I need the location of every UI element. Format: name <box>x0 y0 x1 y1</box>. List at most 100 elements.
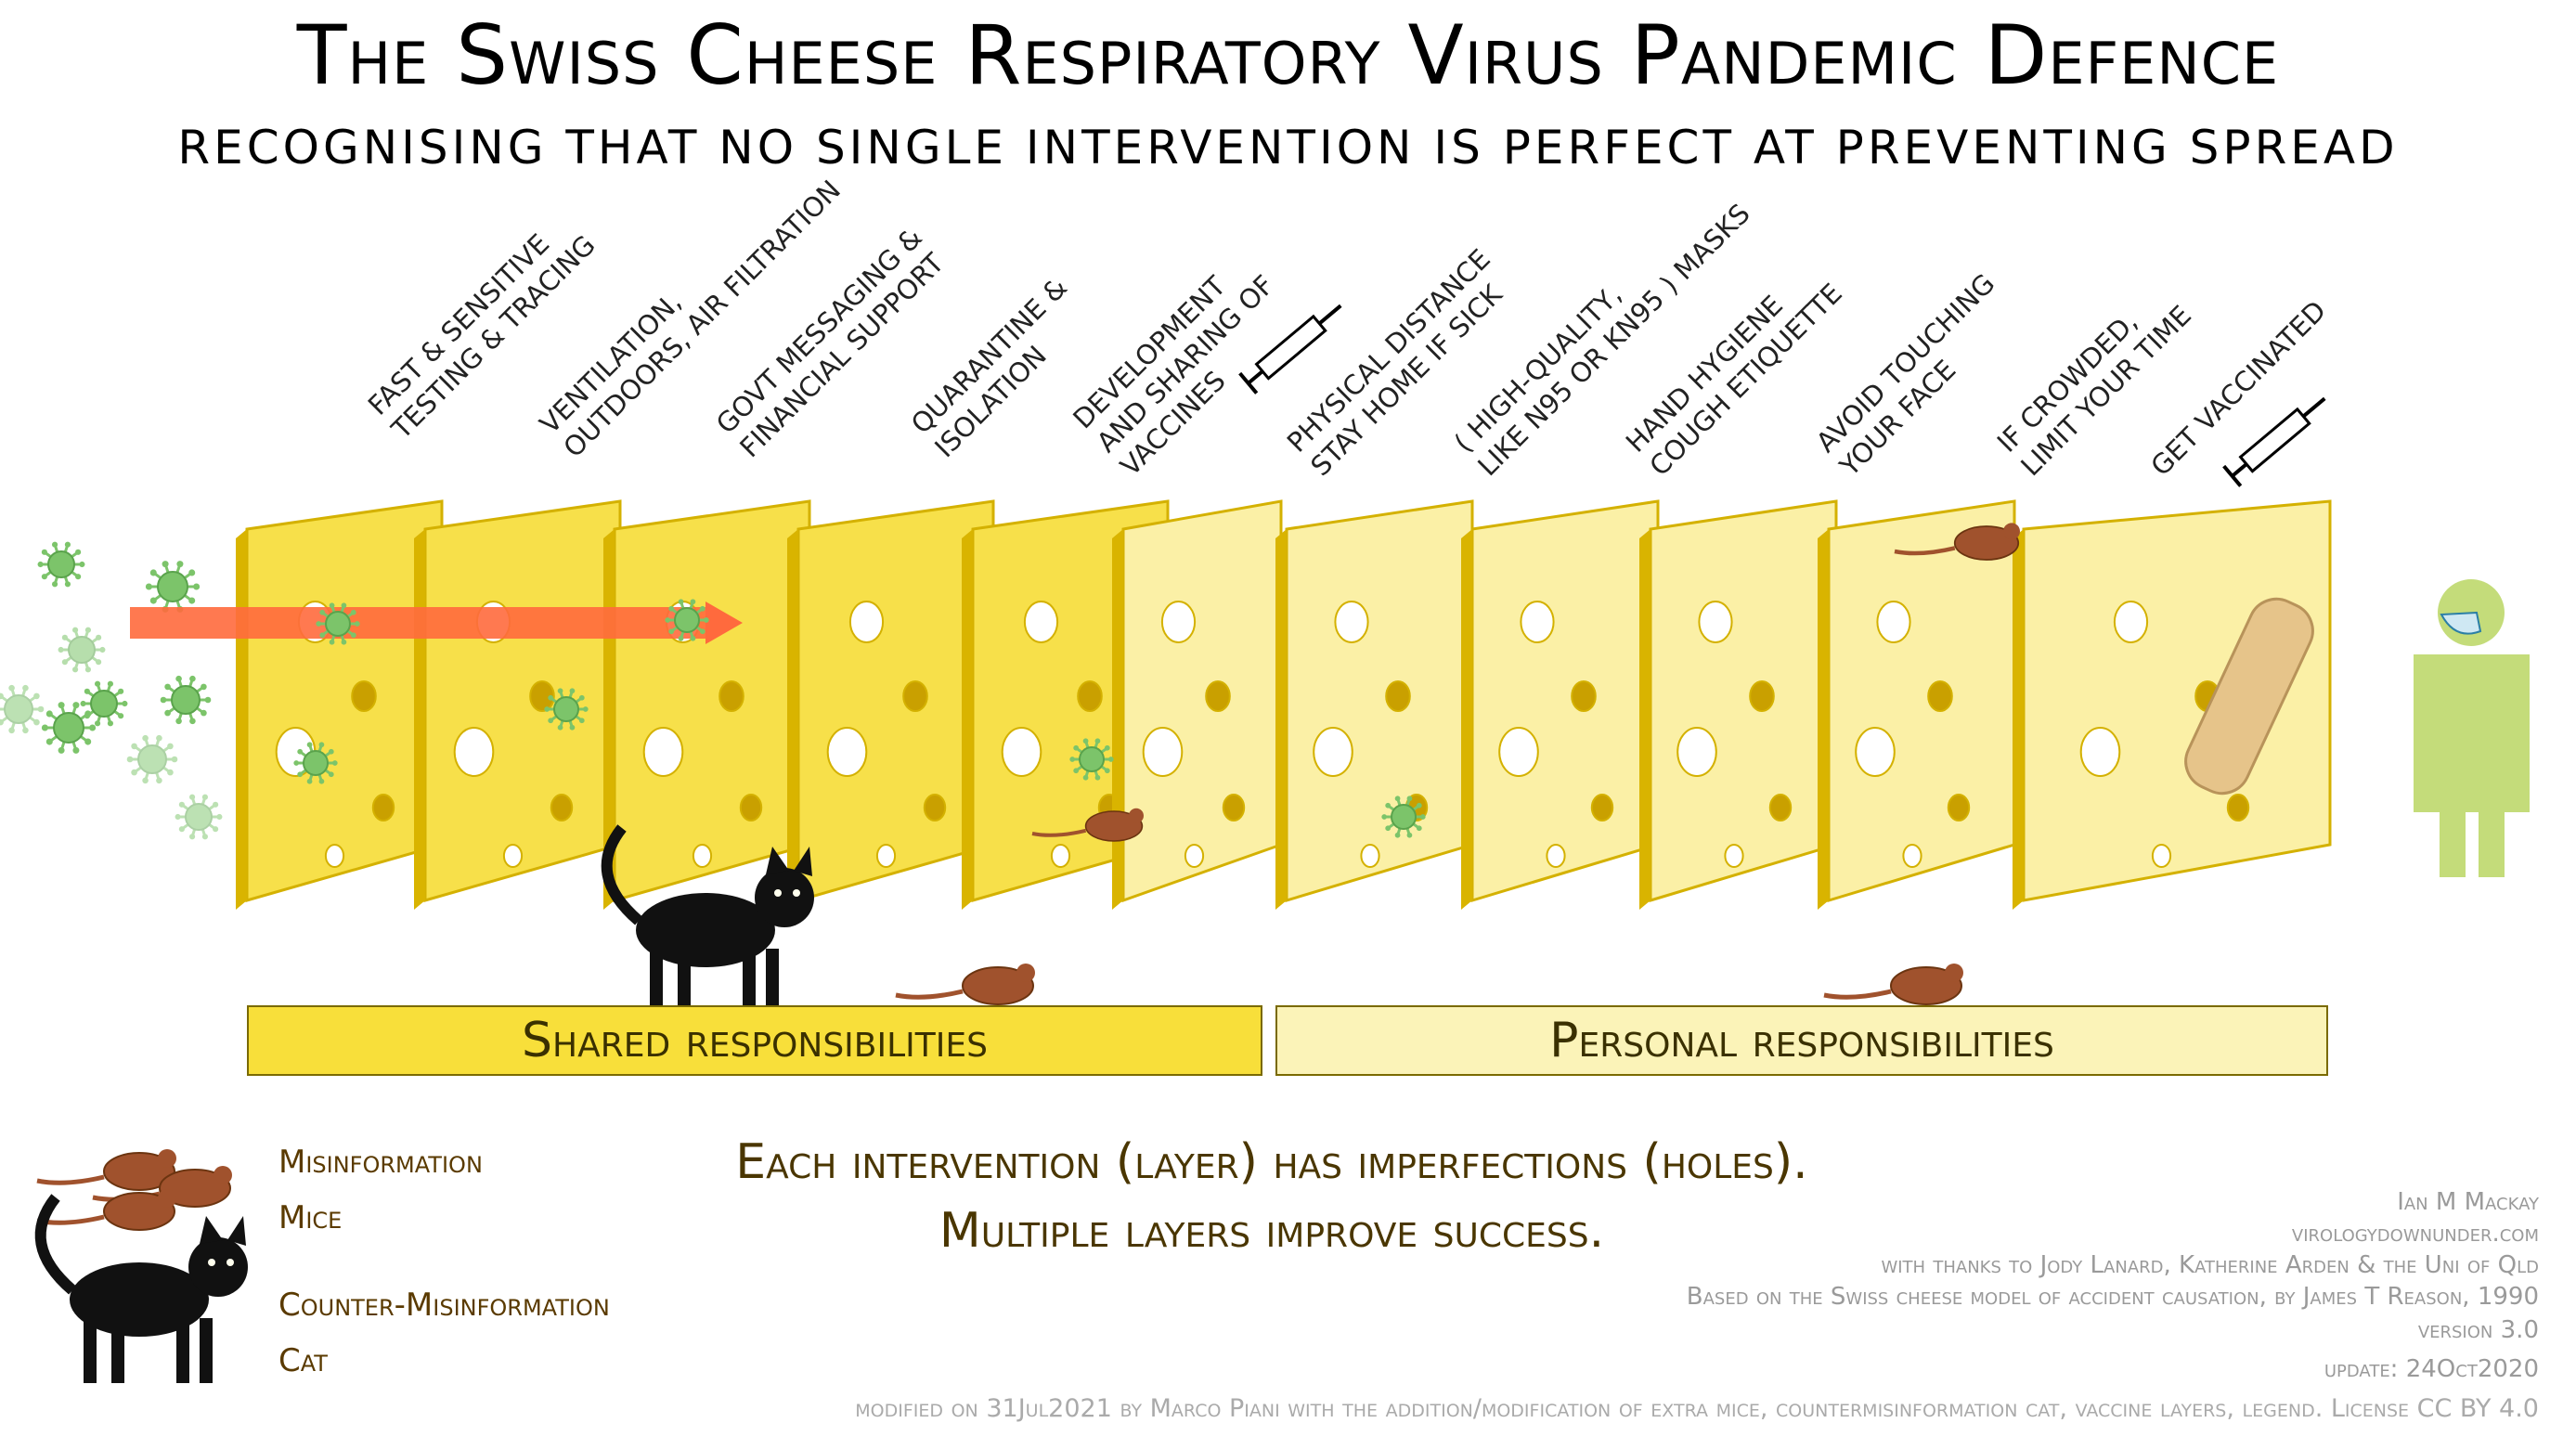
syringe-icon <box>2222 396 2326 487</box>
legend-cat-icon <box>34 1194 248 1383</box>
cheese-layer <box>613 499 811 902</box>
cheese-hole <box>739 794 763 821</box>
virus-icon <box>145 561 201 613</box>
cheese-hole <box>848 601 885 643</box>
syringe-icon <box>1238 304 1342 395</box>
spread-arrow <box>130 607 705 639</box>
cheese-hole <box>1001 727 1042 777</box>
cheese-hole <box>1222 794 1246 821</box>
legend-mouse-icon <box>36 1189 176 1231</box>
message-line2: Multiple layers improve success. <box>938 1203 1605 1259</box>
virus-icon <box>544 688 589 731</box>
legend-mice-line2: Mice <box>278 1199 343 1236</box>
cheese-hole <box>371 794 395 821</box>
cheese-hole <box>550 794 574 821</box>
cheese-layer-edge <box>1818 529 1829 910</box>
legend-cat-line1: Counter-Misinformation <box>278 1287 610 1324</box>
cheese-layer <box>245 499 444 902</box>
cheese-hole <box>1050 844 1071 868</box>
cheese-hole <box>875 844 897 868</box>
cheese-hole <box>1077 680 1103 712</box>
cheese-hole <box>1546 844 1566 868</box>
virus-icon <box>293 742 338 784</box>
cheese-hole <box>902 680 928 712</box>
cheese-hole <box>642 727 684 777</box>
cheese-hole <box>1902 844 1922 868</box>
cheese-layer-edge <box>1275 529 1287 910</box>
cheese-layer-edge <box>787 529 798 910</box>
person-icon <box>2414 579 2530 877</box>
cheese-hole <box>826 727 868 777</box>
cheese-hole <box>1205 680 1231 712</box>
cheese-hole <box>502 844 524 868</box>
cheese-layer-edge <box>1461 529 1472 910</box>
cheese-hole <box>2151 844 2172 868</box>
shared-responsibilities-band: Shared responsibilities <box>247 1005 1262 1076</box>
virus-icon <box>37 541 85 588</box>
cheese-hole <box>1142 727 1184 777</box>
page-subtitle: RECOGNISING THAT NO SINGLE INTERVENTION … <box>177 121 2399 175</box>
cheese-hole <box>1334 601 1369 643</box>
virus-icon <box>126 734 178 784</box>
cheese-layer-edge <box>962 529 973 910</box>
legend-cat-line2: Cat <box>278 1342 328 1379</box>
cheese-layer <box>1470 499 1660 903</box>
cheese-layer-edge <box>1112 529 1123 910</box>
cheese-hole <box>1768 794 1793 821</box>
virus-icon <box>41 702 97 754</box>
cheese-layer <box>1827 499 2016 903</box>
mouse-icon <box>1823 964 1963 1005</box>
cheese-layer-edge <box>1639 529 1650 910</box>
virus-icon <box>80 680 128 727</box>
cheese-hole <box>1676 727 1717 777</box>
spread-arrow-head <box>705 602 743 644</box>
virus-icon <box>316 602 360 645</box>
mouse-icon <box>895 964 1035 1005</box>
credit-based-on: Based on the Swiss cheese model of accid… <box>1686 1283 2539 1311</box>
cheese-hole <box>351 680 377 712</box>
cheese-layer-edge <box>236 529 247 910</box>
cheese-hole <box>529 680 555 712</box>
mouse-icon <box>1894 523 2020 561</box>
cheese-hole <box>2226 794 2250 821</box>
face-mask-icon <box>2440 611 2482 635</box>
cheese-layer <box>1121 499 1283 903</box>
cheese-hole <box>1855 727 1896 777</box>
cheese-hole <box>1749 680 1775 712</box>
cheese-hole <box>1313 727 1353 777</box>
cheese-hole <box>1876 601 1911 643</box>
cheese-hole <box>453 727 495 777</box>
cheese-hole <box>1520 601 1555 643</box>
cheese-hole <box>1571 680 1597 712</box>
cheese-layer <box>1285 499 1474 903</box>
mouse-icon <box>1031 808 1144 842</box>
cheese-hole <box>1023 601 1059 643</box>
cheese-hole <box>1498 727 1539 777</box>
cheese-hole <box>2079 727 2121 777</box>
footer-modification-note: modified on 31Jul2021 by Marco Piani wit… <box>855 1394 2539 1423</box>
message-line1: Each intervention (layer) has imperfecti… <box>735 1134 1808 1190</box>
personal-responsibilities-band: Personal responsibilities <box>1275 1005 2328 1076</box>
cheese-hole <box>923 794 947 821</box>
cheese-hole <box>1927 680 1953 712</box>
virus-icon <box>665 599 709 641</box>
page-title: The Swiss Cheese Respiratory Virus Pande… <box>296 7 2280 103</box>
credit-update: update: 24Oct2020 <box>2324 1355 2539 1383</box>
bandage-icon <box>2184 597 2314 796</box>
credit-author: Ian M Mackay <box>2397 1188 2539 1216</box>
cheese-hole <box>2113 601 2149 643</box>
cat-icon <box>601 824 814 1014</box>
credit-thanks: with thanks to Jody Lanard, Katherine Ar… <box>1881 1251 2539 1279</box>
cheese-hole <box>1160 601 1197 643</box>
cheese-hole <box>1590 794 1614 821</box>
cheese-hole <box>692 844 713 868</box>
cheese-layer <box>1649 499 1838 903</box>
cheese-hole <box>1947 794 1971 821</box>
cheese-layer-edge <box>2013 529 2024 910</box>
cheese-hole <box>1724 844 1744 868</box>
cheese-hole <box>1184 844 1205 868</box>
cheese-hole <box>324 844 345 868</box>
virus-icon <box>160 675 212 725</box>
cheese-layer <box>423 499 622 902</box>
